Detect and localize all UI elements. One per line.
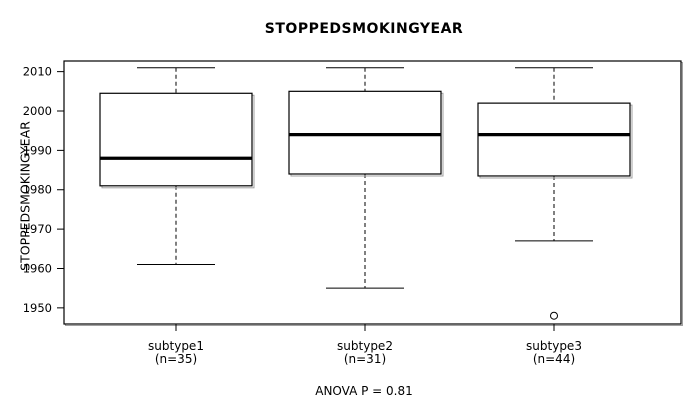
y-tick-label: 1990 bbox=[23, 143, 52, 157]
iqr-box bbox=[477, 102, 631, 177]
y-tick-label: 1960 bbox=[23, 261, 52, 275]
category-label: subtype2 bbox=[337, 339, 393, 353]
outlier-point bbox=[550, 311, 558, 320]
category-label: subtype3 bbox=[526, 339, 582, 353]
anova-p-value: ANOVA P = 0.81 bbox=[315, 384, 413, 398]
y-tick-label: 2000 bbox=[23, 104, 52, 118]
category-count-label: (n=35) bbox=[155, 352, 197, 366]
y-tick-label: 2010 bbox=[23, 65, 52, 79]
chart-title: STOPPEDSMOKINGYEAR bbox=[264, 21, 464, 37]
y-tick-label: 1970 bbox=[23, 222, 52, 236]
category-count-label: (n=44) bbox=[533, 352, 575, 366]
category-count-label: (n=31) bbox=[344, 352, 386, 366]
y-tick-label: 1950 bbox=[23, 301, 52, 315]
y-tick-label: 1980 bbox=[23, 183, 52, 197]
iqr-box bbox=[288, 90, 442, 175]
iqr-box bbox=[99, 92, 253, 187]
category-label: subtype1 bbox=[148, 339, 204, 353]
